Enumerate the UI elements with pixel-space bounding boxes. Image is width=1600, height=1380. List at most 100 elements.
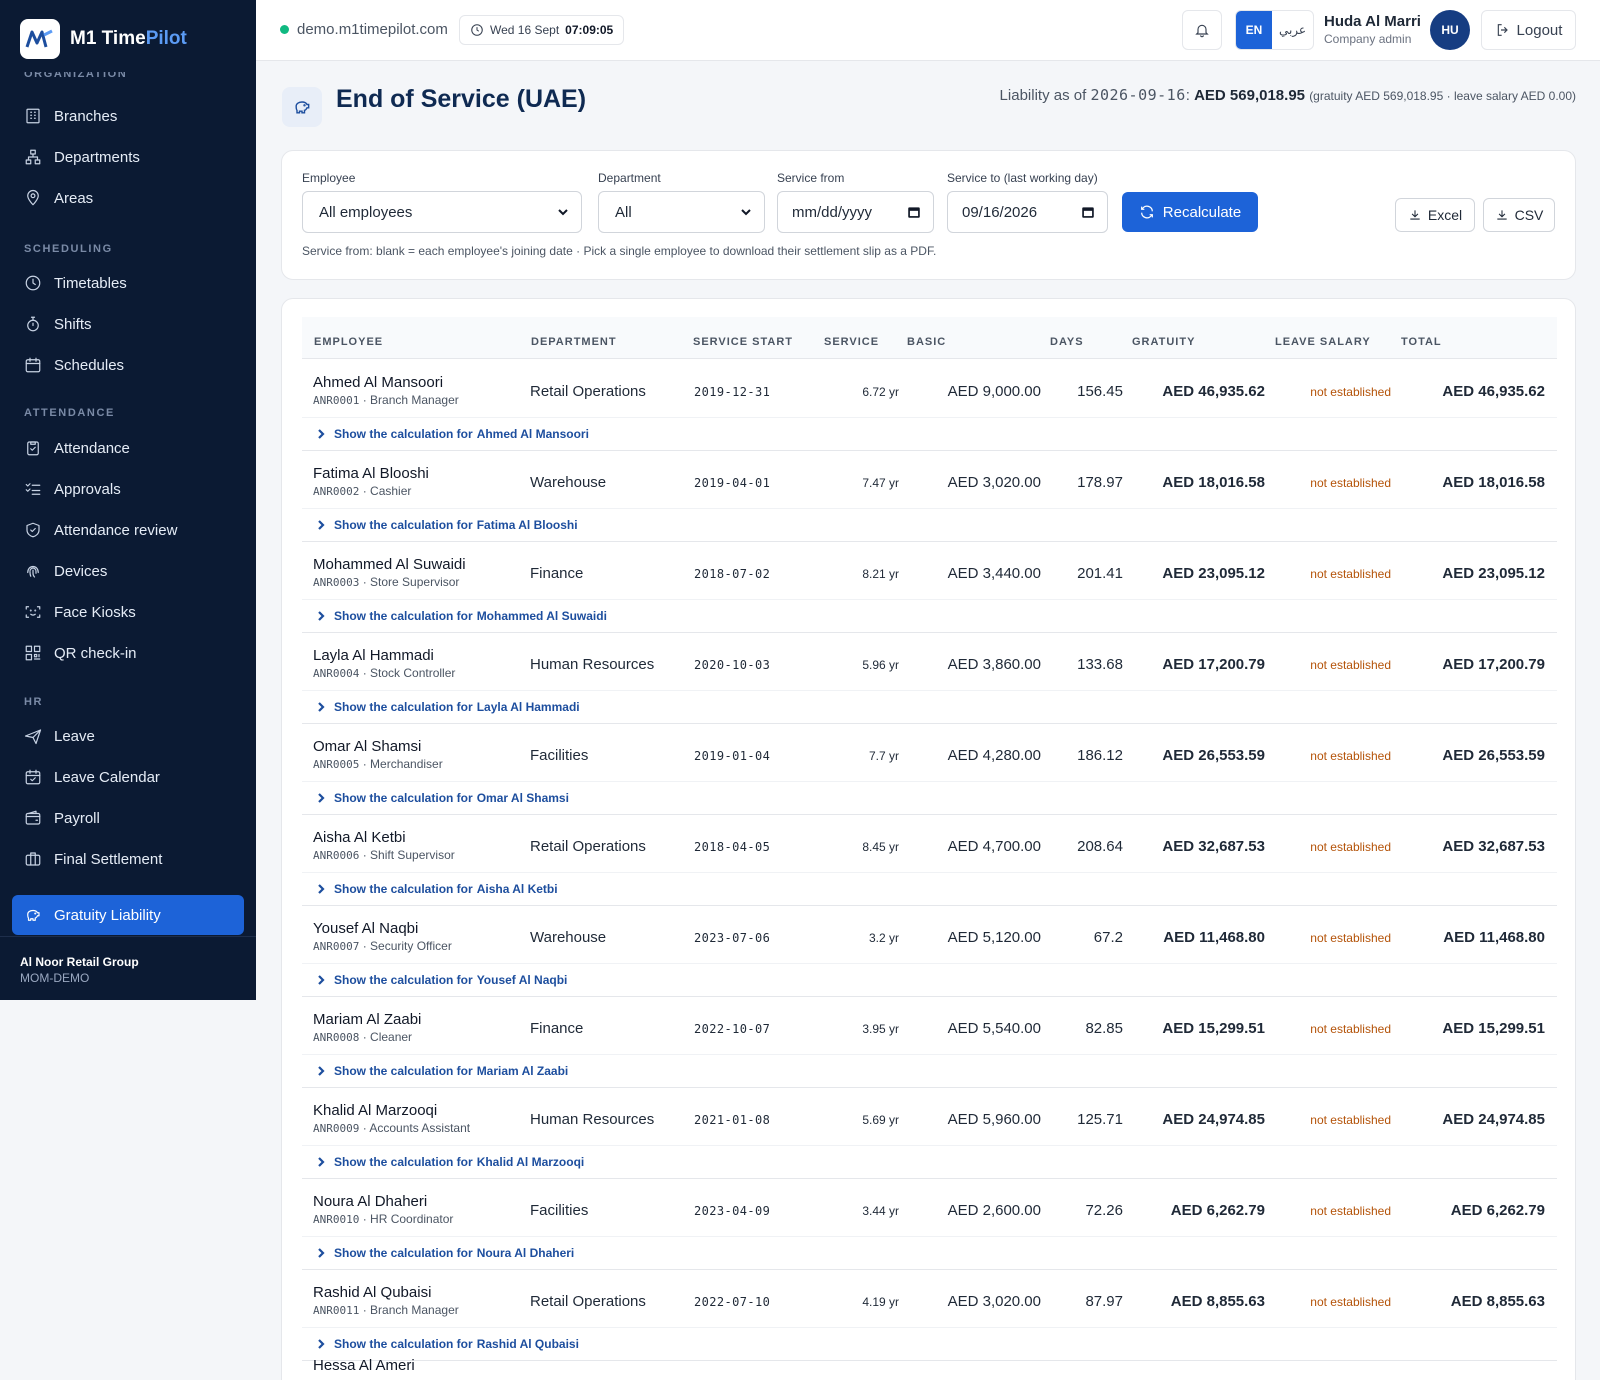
department-cell: Warehouse (530, 474, 607, 491)
sidebar-item-attendance[interactable]: Attendance (12, 428, 244, 468)
total-cell: AED 32,687.53 (1442, 838, 1545, 855)
row-divider (302, 996, 1557, 997)
sidebar-item-final-settlement[interactable]: Final Settlement (12, 839, 244, 879)
service-from-label: Service from (777, 171, 845, 185)
show-calculation-link[interactable]: Show the calculation for Omar Al Shamsi (316, 791, 569, 805)
sidebar-item-label: Leave (54, 727, 95, 745)
notifications-button[interactable] (1182, 10, 1222, 50)
department-select[interactable]: All (598, 191, 765, 233)
recalculate-button[interactable]: Recalculate (1122, 192, 1258, 232)
sidebar-item-approvals[interactable]: Approvals (12, 469, 244, 509)
sidebar-item-shifts[interactable]: Shifts (12, 304, 244, 344)
sidebar-item-attendance-review[interactable]: Attendance review (12, 510, 244, 550)
sidebar-item-branches[interactable]: Branches (12, 96, 244, 136)
row-divider (302, 814, 1557, 815)
gratuity-cell: AED 17,200.79 (1162, 656, 1265, 673)
table-row[interactable]: Noura Al Dhaheri ANR0010 · HR Coordinator… (302, 1179, 1557, 1270)
table-row[interactable]: Rashid Al Qubaisi ANR0011 · Branch Manage… (302, 1270, 1557, 1361)
table-row[interactable]: Mariam Al Zaabi ANR0008 · Cleaner Finance 2… (302, 997, 1557, 1088)
show-calculation-link[interactable]: Show the calculation for Fatima Al Bloosh… (316, 518, 578, 532)
service-start-cell: 2023-04-09 (694, 1204, 771, 1218)
service-to-value: 09/16/2026 (962, 203, 1038, 221)
row-divider (302, 541, 1557, 542)
table-row[interactable]: Khalid Al Marzooqi ANR0009 · Accounts Ass… (302, 1088, 1557, 1179)
csv-export-button[interactable]: CSV (1483, 198, 1555, 232)
employee-meta: ANR0009 · Accounts Assistant (313, 1121, 471, 1135)
table-row[interactable]: Hessa Al Ameri (302, 1343, 1557, 1380)
sidebar-item-leave-calendar[interactable]: Leave Calendar (12, 757, 244, 797)
show-calculation-link[interactable]: Show the calculation for Mariam Al Zaabi (316, 1064, 568, 1078)
page-title: End of Service (UAE) (336, 85, 587, 113)
sidebar-item-areas[interactable]: Areas (12, 178, 244, 218)
show-calculation-link[interactable]: Show the calculation for Khalid Al Marzoo… (316, 1155, 584, 1169)
table-row[interactable]: Mohammed Al Suwaidi ANR0003 · Store Super… (302, 542, 1557, 633)
service-from-input[interactable]: mm/dd/yyyy (777, 191, 934, 233)
table-row[interactable]: Omar Al Shamsi ANR0005 · Merchandiser Faci… (302, 724, 1557, 815)
calc-prefix: Show the calculation for (334, 700, 473, 714)
stopwatch-icon (27, 316, 39, 332)
employee-meta: ANR0008 · Cleaner (313, 1030, 413, 1044)
avatar[interactable]: HU (1430, 10, 1470, 50)
table-row[interactable]: Layla Al Hammadi ANR0004 · Stock Controll… (302, 633, 1557, 724)
sidebar-item-label: Payroll (54, 809, 100, 827)
excel-export-button[interactable]: Excel (1395, 198, 1475, 232)
brand[interactable]: M1 TimePilot (0, 0, 256, 78)
employee-meta: ANR0001 · Branch Manager (313, 393, 459, 407)
employee-name: Mariam Al Zaabi (313, 1011, 422, 1028)
piggy-bank-icon (282, 87, 322, 127)
org-code: MOM-DEMO (20, 971, 90, 985)
bell-icon (1195, 24, 1209, 38)
sidebar-item-face-kiosks[interactable]: Face Kiosks (12, 592, 244, 632)
row-divider (302, 963, 1557, 964)
calc-employee: Omar Al Shamsi (476, 791, 569, 805)
table-row[interactable]: Ahmed Al Mansoori ANR0001 · Branch Manage… (302, 360, 1557, 451)
sidebar-item-qr-check-in[interactable]: QR check-in (12, 633, 244, 673)
days-cell: 208.64 (1077, 838, 1123, 855)
employee-select[interactable]: All employees (302, 191, 582, 233)
calendar-icon (908, 207, 920, 218)
total-cell: AED 11,468.80 (1443, 929, 1545, 946)
table-row[interactable]: Yousef Al Naqbi ANR0007 · Security Office… (302, 906, 1557, 997)
org-name: Al Noor Retail Group (20, 955, 139, 969)
sidebar-item-departments[interactable]: Departments (12, 137, 244, 177)
department-cell: Human Resources (530, 656, 655, 673)
org-footer: Al Noor Retail Group MOM-DEMO (0, 936, 256, 1000)
show-calculation-link[interactable]: Show the calculation for Noura Al Dhaheri (316, 1246, 574, 1260)
show-calculation-link[interactable]: Show the calculation for Layla Al Hammadi (316, 700, 580, 714)
sidebar-item-leave[interactable]: Leave (12, 716, 244, 756)
department-cell: Finance (530, 565, 584, 582)
total-cell: AED 17,200.79 (1442, 656, 1545, 673)
chevron-right-icon (318, 702, 325, 712)
chevron-right-icon (318, 611, 325, 621)
sidebar-item-devices[interactable]: Devices (12, 551, 244, 591)
department-cell: Facilities (530, 747, 589, 764)
employee-code: ANR0011 (313, 1304, 360, 1317)
show-calculation-link[interactable]: Show the calculation for Mohammed Al Suwa… (316, 609, 607, 623)
gratuity-cell: AED 46,935.62 (1162, 383, 1265, 400)
service-to-input[interactable]: 09/16/2026 (947, 191, 1108, 233)
chevron-right-icon (318, 884, 325, 894)
col-service: SERVICE (824, 336, 880, 348)
briefcase-icon (25, 852, 41, 866)
show-calculation-link[interactable]: Show the calculation for Rashid Al Qubais… (316, 1337, 579, 1351)
row-divider (302, 1145, 1557, 1146)
employee-name: Aisha Al Ketbi (313, 829, 406, 846)
sidebar-item-schedules[interactable]: Schedules (12, 345, 244, 385)
domain-text: demo.m1timepilot.com (297, 21, 448, 38)
service-cell: 7.7 yr (868, 749, 899, 763)
col-total: TOTAL (1401, 336, 1442, 348)
employee-role: Cleaner (370, 1030, 413, 1044)
logout-button[interactable]: Logout (1481, 10, 1576, 50)
lang-en-button[interactable]: EN (1236, 11, 1272, 49)
sidebar-item-payroll[interactable]: Payroll (12, 798, 244, 838)
lang-ar-button[interactable]: عربي (1278, 23, 1307, 37)
leave-salary-cell: not established (1310, 1295, 1391, 1309)
basic-cell: AED 5,960.00 (947, 1111, 1041, 1128)
sidebar-item-gratuity-liability[interactable]: Gratuity Liability (12, 895, 244, 935)
show-calculation-link[interactable]: Show the calculation for Aisha Al Ketbi (316, 882, 558, 896)
table-row[interactable]: Aisha Al Ketbi ANR0006 · Shift Supervisor… (302, 815, 1557, 906)
show-calculation-link[interactable]: Show the calculation for Ahmed Al Mansoor… (316, 427, 589, 441)
table-row[interactable]: Fatima Al Blooshi ANR0002 · Cashier Wareho… (302, 451, 1557, 542)
sidebar-item-timetables[interactable]: Timetables (12, 263, 244, 303)
show-calculation-link[interactable]: Show the calculation for Yousef Al Naqbi (316, 973, 567, 987)
